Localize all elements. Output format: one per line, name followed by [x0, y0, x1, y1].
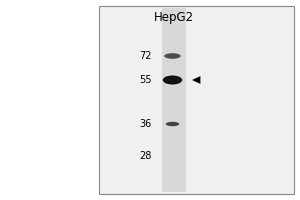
- Ellipse shape: [164, 53, 181, 59]
- Polygon shape: [192, 76, 200, 84]
- Text: HepG2: HepG2: [154, 11, 194, 24]
- Text: 72: 72: [139, 51, 152, 61]
- Text: 28: 28: [139, 151, 152, 161]
- FancyBboxPatch shape: [99, 6, 294, 194]
- Ellipse shape: [163, 75, 182, 84]
- Text: 36: 36: [139, 119, 152, 129]
- Text: 55: 55: [139, 75, 152, 85]
- FancyBboxPatch shape: [162, 8, 186, 192]
- Ellipse shape: [166, 122, 179, 126]
